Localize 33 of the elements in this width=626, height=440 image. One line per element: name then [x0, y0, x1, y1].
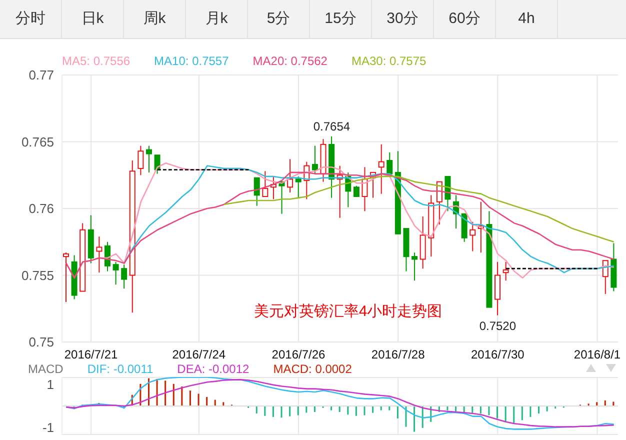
x-tick-label: 2016/7/26	[272, 348, 326, 362]
text: MA5: 0.7556	[62, 54, 130, 68]
text: MA10: 0.7557	[154, 54, 229, 68]
y-tick-label: 0.755	[21, 268, 54, 283]
text: MA20: 0.7562	[252, 54, 328, 68]
text: MA30: 0.7575	[351, 54, 426, 68]
text: 周k	[124, 0, 186, 38]
x-tick-label: 2016/7/28	[371, 348, 426, 362]
x-tick-label: 2016/7/21	[64, 348, 118, 362]
y-tick-label: 0.75	[28, 334, 54, 350]
text: MACD: 0.0002	[273, 362, 352, 376]
text: 日k	[62, 0, 124, 38]
x-tick-label: 2016/7/24	[172, 348, 226, 362]
text: 4h	[496, 0, 558, 38]
text: 分时	[0, 0, 62, 38]
legend-title: MACD	[28, 362, 64, 376]
series-label: DEA: -0.0012	[177, 362, 250, 376]
annotation: 0.7654	[313, 119, 350, 134]
x-tick-label: 2016/8/1	[574, 348, 621, 362]
text: 30分	[372, 0, 434, 38]
y-tick-label: 0.765	[21, 134, 54, 150]
series-label: DIF: -0.0011	[87, 362, 154, 376]
text: 60分	[434, 0, 496, 38]
text: 月k	[186, 0, 248, 38]
y-tick-label: 1	[46, 377, 54, 392]
annotation: 美元对英镑汇率4小时走势图	[254, 302, 442, 321]
text: 5分	[248, 0, 310, 38]
y-tick-label: 0.76	[28, 201, 54, 216]
text: 15分	[310, 0, 372, 38]
annotation: 0.7520	[479, 318, 516, 333]
y-tick-label: 0.77	[28, 68, 54, 83]
x-tick-label: 2016/7/30	[470, 348, 525, 362]
y-tick-label: -1	[42, 420, 54, 436]
